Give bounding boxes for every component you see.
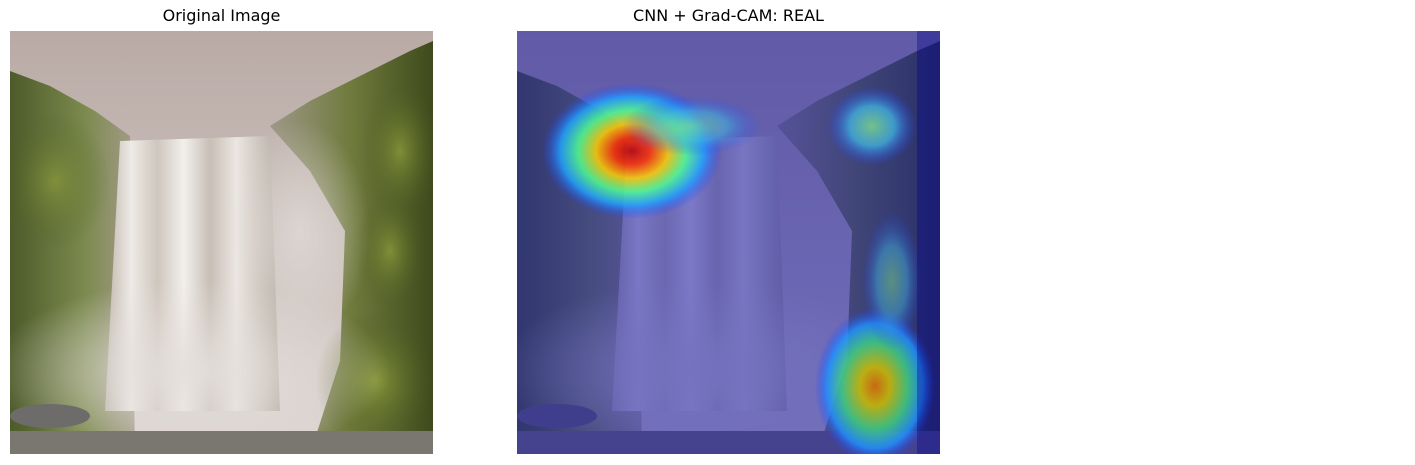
original-waterfall-image: [10, 31, 433, 454]
heatmap-hotspot-lower-right: [815, 211, 935, 454]
heatmap-hotspot-upper-right: [827, 86, 917, 166]
gradcam-image-title: CNN + Grad-CAM: REAL: [633, 6, 824, 25]
gradcam-heatmap-image: [517, 31, 940, 454]
heatmap-hotspot-upper-left: [542, 83, 762, 219]
original-image-title: Original Image: [162, 6, 281, 25]
